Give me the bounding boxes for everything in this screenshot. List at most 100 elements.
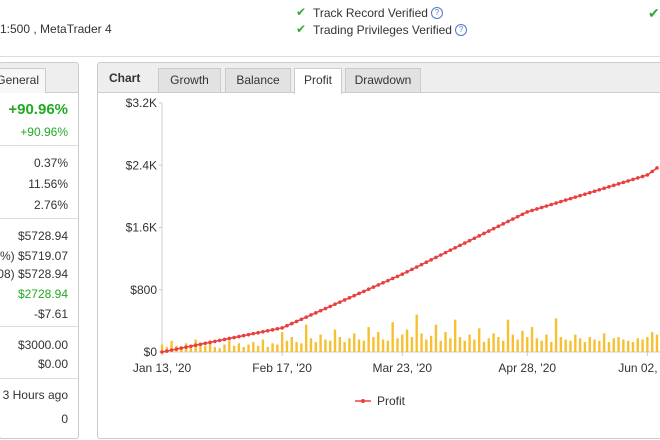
point: [477, 234, 481, 238]
bar: [530, 327, 534, 352]
bar: [545, 334, 548, 352]
bar: [160, 344, 164, 352]
bar: [247, 344, 250, 352]
bar: [468, 334, 471, 352]
point: [208, 340, 212, 345]
bar: [617, 337, 620, 352]
point: [376, 283, 381, 287]
point: [246, 332, 251, 337]
help-icon[interactable]: ?: [431, 7, 443, 19]
bar: [569, 340, 572, 352]
point: [362, 289, 366, 294]
point: [616, 182, 621, 186]
point: [309, 313, 313, 317]
bar: [521, 330, 524, 352]
bar: [429, 335, 433, 352]
point: [434, 255, 438, 260]
tab[interactable]: Drawdown: [345, 68, 421, 92]
stat-value: 3 Hours ago: [2, 388, 68, 402]
point: [371, 285, 376, 289]
point: [621, 180, 626, 185]
point: [189, 344, 193, 349]
point: [241, 333, 246, 338]
bar: [650, 332, 654, 352]
point: [217, 338, 222, 343]
bar: [295, 342, 298, 352]
point: [568, 196, 573, 201]
point: [453, 246, 457, 250]
tab[interactable]: Growth: [158, 68, 221, 92]
x-tick-label: Mar 23, '20: [372, 361, 432, 375]
bar: [223, 344, 226, 352]
bar: [271, 343, 274, 352]
point: [222, 337, 227, 342]
x-tick-label: Feb 17, '20: [252, 361, 312, 375]
y-tick-label: $0: [144, 345, 158, 359]
point: [289, 321, 294, 326]
tab[interactable]: General: [0, 68, 46, 93]
point: [410, 267, 414, 272]
point: [491, 226, 496, 231]
tab[interactable]: Profit: [294, 68, 342, 94]
y-tick-label: $1.6K: [126, 221, 157, 235]
bar: [391, 322, 394, 352]
point: [429, 257, 433, 262]
check-icon: ✔: [648, 5, 660, 21]
point: [390, 276, 395, 281]
legend-marker: [361, 399, 365, 403]
point: [626, 179, 630, 183]
bar: [415, 314, 418, 352]
point: [184, 345, 188, 349]
bar: [213, 347, 217, 352]
point: [501, 222, 506, 226]
point: [645, 173, 650, 177]
point: [323, 306, 328, 311]
bar: [276, 344, 279, 352]
point: [611, 183, 616, 188]
point: [458, 243, 462, 248]
point: [544, 204, 549, 208]
bar: [574, 334, 577, 352]
bar: [482, 342, 486, 352]
bar: [261, 339, 265, 352]
point: [299, 317, 304, 322]
bar: [631, 342, 635, 352]
point: [280, 326, 284, 330]
point: [602, 186, 606, 191]
bar: [232, 345, 236, 352]
chart-panel: Chart Growth Balance Profit Drawdown: [97, 62, 660, 439]
point: [438, 253, 443, 257]
bar: [280, 332, 284, 352]
point: [160, 350, 164, 354]
bar: [401, 334, 404, 352]
point: [203, 341, 208, 346]
y-tick-label: $2.4K: [126, 158, 157, 172]
separator: [0, 145, 78, 146]
point: [419, 262, 424, 267]
point: [631, 177, 635, 182]
point: [573, 195, 578, 199]
point: [583, 192, 587, 196]
point: [424, 260, 429, 265]
point: [414, 265, 419, 269]
point: [193, 343, 198, 348]
stat-value: 11.56%: [28, 177, 68, 191]
bar: [497, 337, 500, 352]
bar: [285, 340, 289, 352]
stat-value: 0.37%: [33, 156, 68, 170]
separator: [0, 218, 78, 219]
bar: [449, 338, 452, 352]
bar: [252, 342, 255, 352]
help-icon[interactable]: ?: [455, 24, 467, 36]
bar: [329, 340, 332, 352]
bar: [502, 340, 505, 352]
point: [342, 298, 347, 302]
gain: +90.96%: [8, 101, 68, 118]
point: [198, 342, 203, 347]
tab[interactable]: Balance: [225, 68, 291, 92]
bar: [636, 338, 639, 352]
separator: [0, 378, 78, 379]
point: [592, 189, 597, 194]
point: [381, 280, 385, 285]
x-tick-label: Jun 02, '20: [618, 361, 660, 375]
